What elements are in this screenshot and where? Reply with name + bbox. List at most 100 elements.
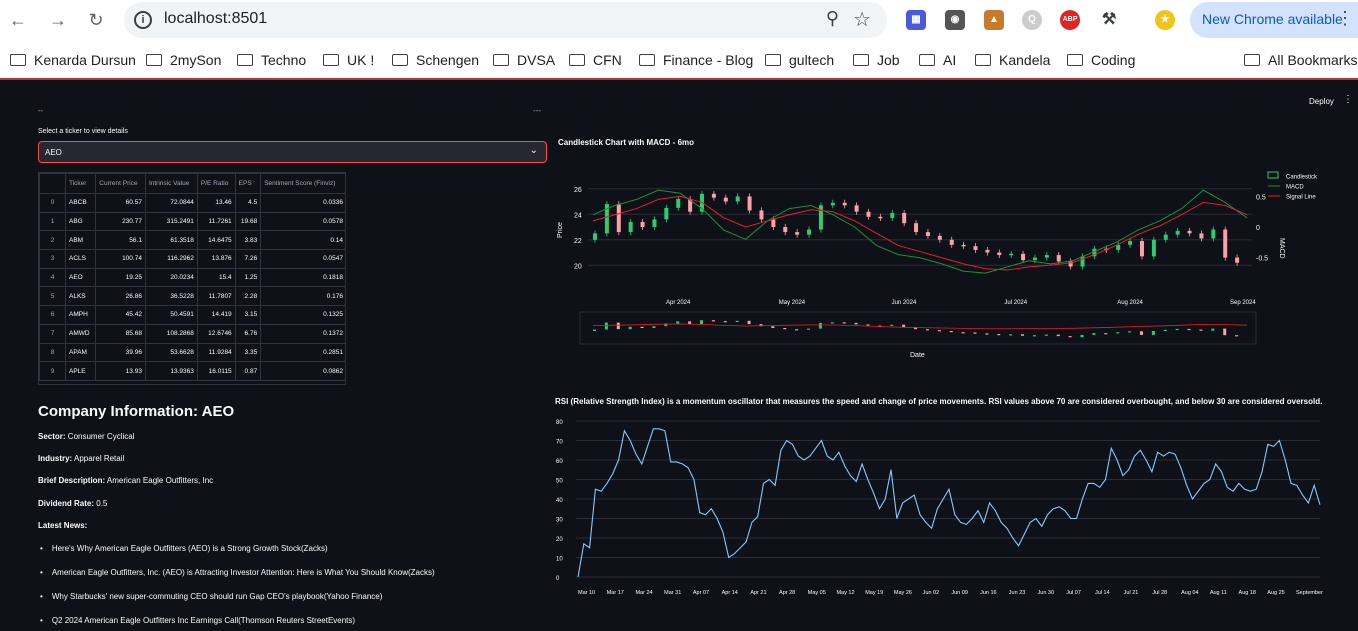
bookmark-folder[interactable]: gultech xyxy=(765,52,834,68)
table-cell[interactable]: 60.57 xyxy=(95,193,146,213)
table-cell[interactable]: 2.28 xyxy=(234,286,262,307)
table-cell[interactable]: ABCB xyxy=(64,193,97,213)
calendar-extension-icon[interactable]: ▦ xyxy=(906,10,926,30)
table-row[interactable]: 3 ACLS 100.74 116.2962 13.876 7.26 0.0547 xyxy=(39,249,345,269)
ticker-select[interactable]: AEO ⌄ xyxy=(38,141,547,163)
table-cell[interactable]: 0.1325 xyxy=(260,305,345,325)
table-cell[interactable]: 0.0336 xyxy=(260,193,345,213)
table-cell[interactable]: 3.35 xyxy=(234,342,262,363)
table-cell[interactable]: 116.2962 xyxy=(144,249,198,269)
reload-icon[interactable]: ↻ xyxy=(88,10,104,30)
bookmark-folder[interactable]: AI xyxy=(919,52,956,68)
news-item[interactable]: Q2 2024 American Eagle Outfitters Inc Ea… xyxy=(40,616,355,625)
news-item[interactable]: Why Starbucks' new super-commuting CEO s… xyxy=(40,592,383,601)
table-cell[interactable]: 11.9284 xyxy=(196,342,236,363)
column-header[interactable]: P/E Ratio xyxy=(196,173,236,194)
table-cell[interactable]: 11.7261 xyxy=(196,211,236,232)
table-cell[interactable]: ABG xyxy=(64,211,97,232)
table-cell[interactable]: 13.46 xyxy=(196,193,236,213)
row-index[interactable]: 9 xyxy=(39,361,66,381)
table-cell[interactable]: 19.25 xyxy=(95,267,146,288)
table-cell[interactable]: 3.15 xyxy=(234,305,262,325)
column-header[interactable]: Ticker xyxy=(64,173,97,194)
q-extension-icon[interactable]: Q xyxy=(1022,10,1042,30)
table-cell[interactable]: APAM xyxy=(64,342,97,363)
table-cell[interactable]: 72.0844 xyxy=(144,193,198,213)
row-index[interactable]: 7 xyxy=(39,323,66,344)
row-index[interactable]: 6 xyxy=(39,305,66,325)
row-index[interactable]: 2 xyxy=(39,230,66,251)
table-cell[interactable]: 45.42 xyxy=(95,305,146,325)
rsi-chart[interactable]: 80 70 60 50 40 30 20 10 0 Mar 10 Mar 17 Mar 24 Mar 3… xyxy=(552,412,1326,602)
row-index[interactable]: 3 xyxy=(39,249,66,269)
row-index[interactable]: 8 xyxy=(39,342,66,363)
table-cell[interactable]: 12.6746 xyxy=(196,323,236,344)
table-cell[interactable]: 13.876 xyxy=(196,249,236,269)
news-item[interactable]: Here's Why American Eagle Outfitters (AE… xyxy=(40,544,328,553)
table-cell[interactable]: APLE xyxy=(64,361,97,381)
table-cell[interactable]: 3.83 xyxy=(234,230,262,251)
table-cell[interactable]: 56.1 xyxy=(95,230,146,251)
adblock-icon[interactable]: ABP xyxy=(1060,10,1080,30)
table-row[interactable]: 0 ABCB 60.57 72.0844 13.46 4.5 0.0336 xyxy=(39,193,345,213)
bookmark-folder[interactable]: Schengen xyxy=(392,52,479,68)
chevron-down-icon[interactable]: ⌄ xyxy=(529,145,538,156)
url-text[interactable]: localhost:8501 xyxy=(164,10,268,27)
table-cell[interactable]: 315.2491 xyxy=(144,211,198,232)
table-cell[interactable]: 39.96 xyxy=(95,342,146,363)
all-bookmarks[interactable]: All Bookmarks xyxy=(1244,52,1357,68)
table-cell[interactable]: AMWD xyxy=(64,323,97,344)
deploy-button[interactable]: Deploy xyxy=(1309,97,1334,106)
table-cell[interactable]: ABM xyxy=(64,230,97,251)
column-header[interactable]: Intrinsic Value xyxy=(144,173,198,194)
table-row[interactable]: 9 APLE 13.93 13.9363 16.0115 0.87 0.0862 xyxy=(39,361,345,381)
table-row[interactable]: 6 AMPH 45.42 50.4591 14.419 3.15 0.1325 xyxy=(39,305,345,325)
row-index[interactable]: 1 xyxy=(39,211,66,232)
tickers-table-container[interactable]: Ticker Current Price Intrinsic Value P/E… xyxy=(38,172,346,385)
site-info-icon[interactable]: i xyxy=(134,11,152,29)
row-index[interactable]: 5 xyxy=(39,286,66,307)
bookmark-folder[interactable]: Kandela xyxy=(975,52,1050,68)
extensions-puzzle-icon[interactable]: ⚒ xyxy=(1101,11,1117,28)
table-cell[interactable]: 100.74 xyxy=(95,249,146,269)
table-cell[interactable]: 0.0862 xyxy=(260,361,345,381)
bookmark-folder[interactable]: 2mySon xyxy=(146,52,221,68)
app-menu-icon[interactable]: ⋮ xyxy=(1343,94,1353,105)
table-cell[interactable]: ALKS xyxy=(64,286,97,307)
table-cell[interactable]: 0.0578 xyxy=(260,211,345,232)
bookmark-folder[interactable]: Techno xyxy=(237,52,306,68)
table-cell[interactable]: 13.9363 xyxy=(144,361,198,381)
table-cell[interactable]: 1.25 xyxy=(234,267,262,288)
table-cell[interactable]: 50.4591 xyxy=(144,305,198,325)
table-cell[interactable]: 0.1818 xyxy=(260,267,345,288)
table-cell[interactable]: AMPH xyxy=(64,305,97,325)
bookmark-folder[interactable]: UK ! xyxy=(323,52,374,68)
chrome-menu-icon[interactable]: ⋮ xyxy=(1336,8,1354,28)
address-bar[interactable]: i localhost:8501 ⚲ ☆ xyxy=(124,2,887,38)
bookmark-folder[interactable]: Finance - Blog xyxy=(639,52,753,68)
table-row[interactable]: 4 AEO 19.25 20.0234 15.4 1.25 0.1818 xyxy=(39,267,345,288)
table-row[interactable]: 5 ALKS 26.86 36.5228 11.7807 2.28 0.176 xyxy=(39,286,345,307)
table-row[interactable]: 1 ABG 230.77 315.2491 11.7261 19.68 0.0578 xyxy=(39,211,345,232)
bookmark-folder[interactable]: Coding xyxy=(1067,52,1135,68)
news-item[interactable]: American Eagle Outfitters, Inc. (AEO) is… xyxy=(40,568,435,577)
table-cell[interactable]: 14.419 xyxy=(196,305,236,325)
column-header[interactable]: Sentiment Score (Finviz) xyxy=(260,173,345,194)
bookmark-folder[interactable]: DVSA xyxy=(493,52,555,68)
extension-icon[interactable]: ◉ xyxy=(945,10,965,30)
candlestick-chart[interactable]: 26 24 22 20 Price MACD 0.5 0 -0.5 Apr 2024 May 202… xyxy=(552,168,1322,368)
table-cell[interactable]: 7.26 xyxy=(234,249,262,269)
table-cell[interactable]: 108.2868 xyxy=(144,323,198,344)
bookmark-folder[interactable]: CFN xyxy=(569,52,622,68)
table-cell[interactable]: 61.3518 xyxy=(144,230,198,251)
back-arrow-icon[interactable]: ← xyxy=(9,10,27,30)
row-index[interactable]: 0 xyxy=(39,193,66,213)
table-cell[interactable]: 6.76 xyxy=(234,323,262,344)
table-cell[interactable]: 0.2851 xyxy=(260,342,345,363)
table-cell[interactable]: 0.14 xyxy=(260,230,345,251)
table-cell[interactable]: 230.77 xyxy=(95,211,146,232)
table-cell[interactable]: ACLS xyxy=(64,249,97,269)
table-cell[interactable]: 26.86 xyxy=(95,286,146,307)
table-cell[interactable]: 36.5228 xyxy=(144,286,198,307)
table-cell[interactable]: 0.87 xyxy=(234,361,262,381)
